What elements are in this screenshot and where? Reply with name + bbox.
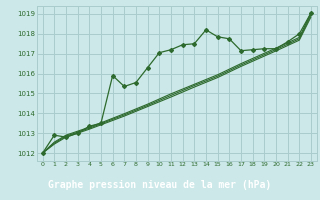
Text: Graphe pression niveau de la mer (hPa): Graphe pression niveau de la mer (hPa)	[48, 179, 272, 190]
